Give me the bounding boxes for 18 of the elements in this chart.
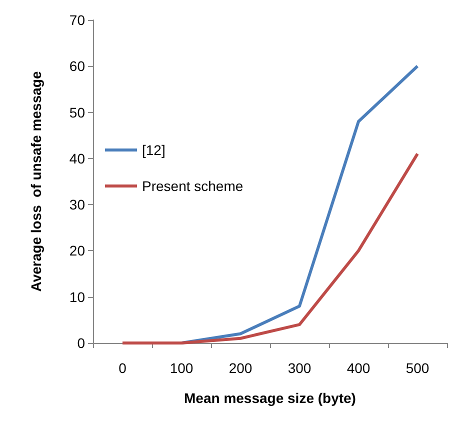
y-tick-label: 10: [69, 288, 86, 305]
y-tick-label: 40: [69, 150, 86, 166]
x-tick-label: 500: [406, 360, 430, 376]
y-tick-label: 30: [69, 196, 86, 213]
x-tick-label: 300: [288, 360, 312, 376]
y-tick-label: 50: [69, 104, 86, 120]
y-tick-label: 0: [77, 335, 86, 351]
legend-label: Present scheme: [142, 178, 244, 194]
x-tick-label: 400: [346, 360, 370, 376]
y-tick-label: 20: [69, 242, 86, 259]
x-axis-title: Mean message size (byte): [184, 390, 356, 406]
y-tick-label: 70: [69, 12, 86, 28]
y-tick-label: 60: [69, 58, 86, 74]
x-tick-label: 0: [118, 360, 127, 376]
x-tick-label: 200: [228, 360, 252, 376]
x-tick-label: 100: [170, 360, 194, 376]
legend-label: [12]: [142, 142, 166, 158]
y-axis-title: Average loss of unsafe message: [28, 71, 44, 292]
